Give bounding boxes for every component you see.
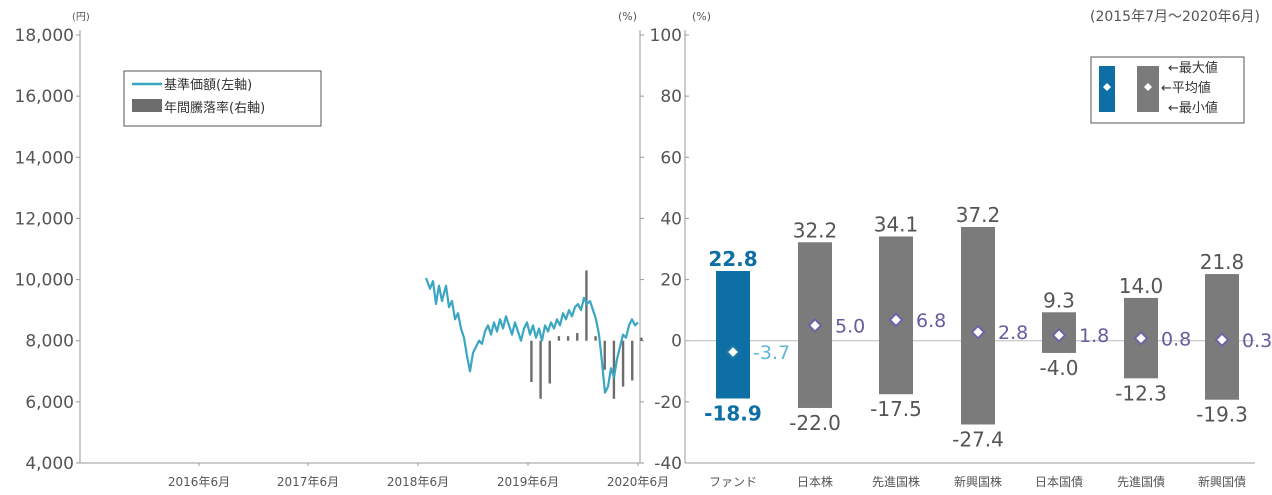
category-label: 先進国債 (1117, 474, 1165, 489)
annual-change-bar (631, 340, 634, 381)
min-value-label: -17.5 (870, 397, 922, 421)
average-marker (1051, 327, 1067, 343)
legend-label-nav: 基準価額(左軸) (164, 77, 252, 93)
avg-value-label: 1.8 (1079, 325, 1109, 347)
left-x-tick-label: 2018年6月 (387, 475, 449, 489)
right-legend-box (1090, 56, 1245, 124)
right-y-tick-label: -40 (654, 454, 682, 474)
range-bar-group: 22.8 -18.9 -3.7 ファンド (704, 247, 790, 489)
left-axis-unit: (円) (72, 12, 90, 23)
average-marker (1214, 332, 1230, 348)
legend-fund-diamond (1103, 83, 1111, 91)
left-y-tick-label: 6,000 (25, 393, 74, 413)
right-y-tick-label: 100 (650, 26, 682, 46)
left-x-tick-label: 2019年6月 (497, 475, 559, 489)
annual-change-bar (612, 340, 616, 399)
category-label: 先進国株 (872, 474, 920, 489)
nav-line (424, 277, 639, 394)
range-bar (716, 271, 750, 399)
avg-value-label: 0.8 (1161, 328, 1191, 350)
annual-change-bar (585, 270, 588, 341)
left-y-tick-label: 10,000 (15, 271, 74, 291)
min-value-label: -4.0 (1039, 356, 1078, 380)
average-marker (970, 324, 986, 340)
range-bar-group: 37.2 -27.4 2.8 新興国株 (952, 203, 1028, 489)
category-label: 新興国株 (954, 474, 1002, 489)
range-bar-group: 21.8 -19.3 0.3 新興国債 (1196, 250, 1272, 489)
annual-change-bar (566, 336, 570, 341)
left-x-tick-label: 2016年6月 (168, 475, 230, 489)
annual-change-bar (576, 333, 579, 341)
min-value-label: -27.4 (952, 427, 1004, 451)
range-bar-group: 34.1 -17.5 6.8 先進国株 (870, 212, 946, 489)
min-value-label: -18.9 (704, 401, 762, 425)
legend-asset-diamond (1144, 83, 1152, 91)
left-x-tick-label: 2017年6月 (277, 475, 339, 489)
right-y-tick-label: -20 (654, 393, 682, 413)
average-marker (888, 312, 904, 328)
annual-change-bar (548, 340, 551, 384)
avg-value-label: 5.0 (835, 315, 865, 337)
category-label: 日本国債 (1035, 474, 1083, 489)
legend-min-label: ←最小値 (1168, 100, 1218, 116)
left-y-tick-label: 16,000 (15, 87, 74, 107)
right-y-tick-label: 20 (660, 271, 682, 291)
min-value-label: -12.3 (1115, 381, 1167, 405)
max-value-label: 22.8 (708, 247, 757, 271)
left-y-tick-label: 8,000 (25, 332, 74, 352)
range-bar-group: 14.0 -12.3 0.8 先進国債 (1115, 274, 1191, 489)
right-chart-range-label: (2015年7月～2020年6月) (1090, 9, 1260, 25)
average-marker (807, 318, 823, 333)
range-bar-group: 32.2 -22.0 5.0 日本株 (789, 218, 865, 489)
average-marker (725, 344, 741, 360)
category-label: 新興国債 (1198, 474, 1246, 489)
annual-change-bar (539, 340, 542, 399)
average-marker (1133, 330, 1149, 346)
left-y-tick-label: 12,000 (15, 209, 74, 229)
annual-change-bar (603, 340, 606, 370)
max-value-label: 21.8 (1200, 250, 1245, 274)
range-bar-group: 9.3 -4.01.8 日本国債 (1035, 288, 1109, 489)
left-legend-box (123, 70, 322, 127)
right-chart-axis-unit: (%) (692, 10, 711, 23)
right-y-tick-label: 80 (660, 87, 682, 107)
annual-change-bar (640, 337, 643, 341)
left-y-tick-label: 14,000 (15, 148, 74, 168)
avg-value-label: 0.3 (1242, 330, 1272, 352)
annual-change-bar (530, 340, 533, 382)
right-legend: ←最大値 ←平均値 ←最小値 (1090, 56, 1245, 124)
annual-change-bar (557, 336, 561, 341)
annual-change-bar (621, 340, 625, 387)
max-value-label: 34.1 (874, 212, 919, 236)
max-value-label: 14.0 (1119, 274, 1164, 298)
avg-value-label: 6.8 (916, 310, 946, 332)
left-legend: 基準価額(左軸) 年間騰落率(右軸) (123, 70, 322, 127)
legend-avg-label: ←平均値 (1161, 80, 1211, 96)
min-value-label: -19.3 (1196, 403, 1248, 427)
right-y-tick-label: 0 (671, 332, 682, 352)
category-label: ファンド (709, 475, 757, 489)
left-y-tick-label: 18,000 (15, 26, 74, 46)
avg-value-label: 2.8 (998, 322, 1028, 344)
legend-label-annual: 年間騰落率(右軸) (164, 100, 265, 116)
right-axis-unit: (%) (618, 10, 637, 23)
right-y-tick-label: 60 (660, 148, 682, 168)
min-value-label: -22.0 (789, 411, 841, 435)
right-y-tick-label: 40 (660, 209, 682, 229)
max-value-label: 9.3 (1043, 288, 1075, 312)
legend-bar-swatch (132, 99, 162, 112)
left-y-tick-label: 4,000 (25, 454, 74, 474)
left-x-tick-label: 2020年6月 (607, 475, 669, 489)
avg-value-label: -3.7 (753, 342, 790, 364)
legend-max-label: ←最大値 (1168, 60, 1218, 76)
max-value-label: 37.2 (956, 203, 1001, 227)
max-value-label: 32.2 (793, 218, 838, 242)
category-label: 日本株 (797, 474, 833, 489)
annual-change-bar (594, 336, 597, 341)
